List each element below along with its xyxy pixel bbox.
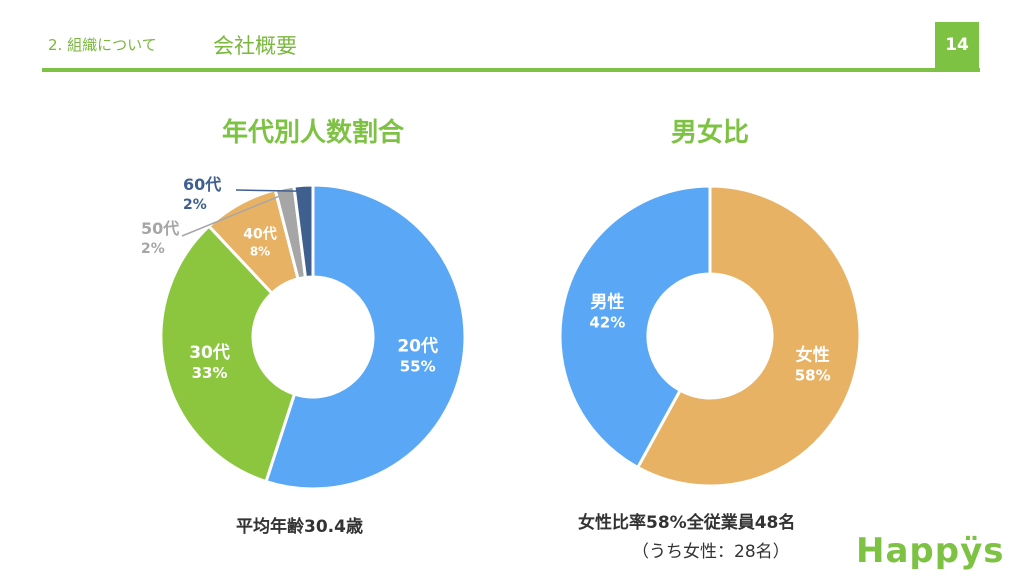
gender-chart-title: 男女比 <box>670 118 750 148</box>
page-number: 14 <box>935 22 979 68</box>
slice-label-0-1: 30代 <box>189 342 230 363</box>
section-label: 2. 組織について <box>48 36 157 54</box>
slice-label-1-1: 男性 <box>590 292 624 313</box>
slice-0-4 <box>292 183 315 280</box>
leader-line-0-3 <box>181 192 286 237</box>
company-logo: Happÿs <box>856 531 1005 571</box>
slice-label-0-4: 60代 <box>183 175 221 194</box>
age-caption: 平均年齢30.4歳 <box>236 517 363 537</box>
header-rule <box>42 68 980 72</box>
slice-label-0-0: 20代 <box>397 336 438 357</box>
slice-value-0-3: 2% <box>141 241 165 257</box>
slice-0-1 <box>159 224 297 484</box>
slice-1-0 <box>635 184 862 488</box>
slice-label-0-3: 50代 <box>141 219 179 238</box>
gender-caption: 女性比率58%全従業員48名 <box>578 513 796 533</box>
page-title: 会社概要 <box>213 34 297 58</box>
slice-value-0-4: 2% <box>183 197 207 213</box>
leader-line-0-4 <box>235 189 304 193</box>
slice-value-1-1: 42% <box>589 314 625 332</box>
age-chart-title: 年代別人数割合 <box>221 118 405 148</box>
slice-0-0 <box>264 183 467 491</box>
slice-value-0-1: 33% <box>192 364 228 382</box>
slice-value-0-0: 55% <box>400 358 436 376</box>
gender-caption-sub: （うち女性：28名） <box>632 542 790 562</box>
slice-label-0-2: 40代 <box>243 226 276 243</box>
slice-1-1 <box>558 184 712 470</box>
slice-value-1-0: 58% <box>795 366 831 384</box>
slice-value-0-2: 8% <box>250 245 270 259</box>
slice-label-1-0: 女性 <box>796 344 830 365</box>
